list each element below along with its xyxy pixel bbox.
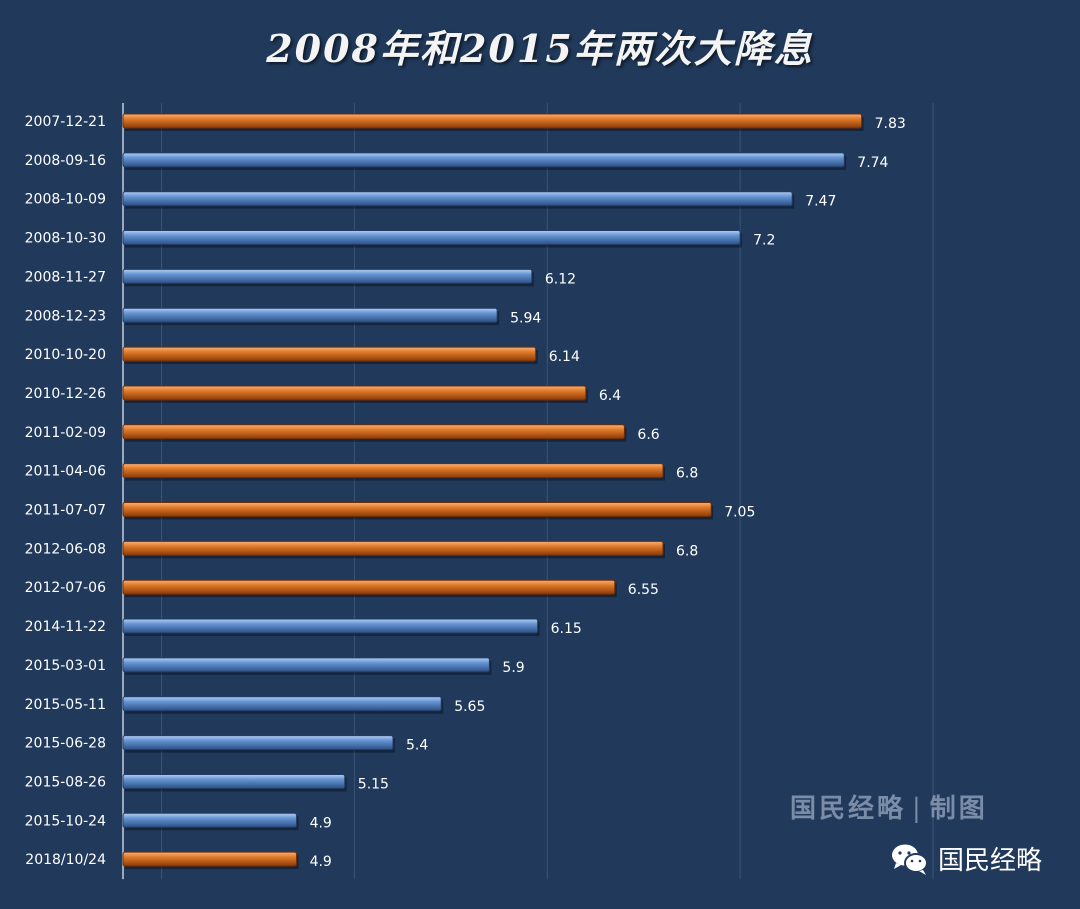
category-label: 2014-11-22 — [25, 619, 106, 635]
bar-2015-08-26 — [122, 773, 346, 789]
value-label: 6.12 — [545, 271, 576, 287]
watermark-text: 国民经略 — [790, 794, 907, 824]
bar-2008-11-27 — [122, 268, 533, 284]
category-label: 2008-10-09 — [25, 192, 106, 208]
bars-layer — [122, 113, 864, 870]
grid-layer — [161, 103, 934, 880]
bar-2008-10-30 — [122, 230, 741, 246]
bar-2015-06-28 — [122, 735, 394, 751]
value-label: 5.65 — [454, 699, 485, 715]
watermark-separator: | — [912, 794, 924, 824]
bar-2015-10-24 — [122, 812, 298, 828]
category-label: 2008-10-30 — [25, 231, 106, 247]
category-label: 2007-12-21 — [25, 114, 106, 130]
bar-2014-11-22 — [122, 618, 539, 634]
value-label: 5.15 — [358, 776, 389, 792]
bar-2011-04-06 — [122, 463, 664, 479]
bar-2012-07-06 — [122, 579, 616, 595]
category-label: 2015-06-28 — [25, 736, 106, 752]
value-label: 5.94 — [510, 310, 541, 326]
chart-title: 2008年和2015年两次大降息 — [266, 26, 814, 71]
value-label: 4.9 — [310, 854, 332, 870]
category-labels: 2007-12-21 2008-09-16 2008-10-09 2008-10-30… — [25, 114, 106, 868]
category-label: 2015-08-26 — [25, 774, 106, 790]
category-label: 2011-04-06 — [25, 464, 106, 480]
value-label: 6.14 — [549, 349, 580, 365]
value-label: 7.2 — [753, 233, 775, 249]
category-label: 2012-07-06 — [25, 580, 106, 596]
category-label: 2011-02-09 — [25, 425, 106, 441]
watermark: 国民经略 | 制图 — [790, 788, 988, 825]
category-label: 2015-03-01 — [25, 658, 106, 674]
bar-2010-12-26 — [122, 385, 587, 401]
bar-2007-12-21 — [122, 113, 863, 129]
category-label: 2008-12-23 — [25, 308, 106, 324]
category-label: 2011-07-07 — [25, 503, 106, 519]
value-label: 6.15 — [551, 621, 582, 637]
value-label: 4.9 — [310, 815, 332, 831]
bar-2015-05-11 — [122, 696, 442, 712]
value-label: 7.47 — [805, 194, 836, 210]
value-label: 6.55 — [628, 582, 659, 598]
value-label: 7.74 — [857, 155, 888, 171]
bar-2008-10-09 — [122, 191, 793, 207]
value-label: 7.05 — [724, 505, 755, 521]
brand: 国民经略 — [890, 840, 1042, 877]
bar-2011-02-09 — [122, 424, 625, 440]
value-label: 6.4 — [599, 388, 621, 404]
bar-2015-03-01 — [122, 657, 490, 673]
category-label: 2008-11-27 — [25, 269, 106, 285]
value-label: 5.4 — [406, 738, 428, 754]
wechat-icon — [892, 844, 928, 875]
category-label: 2012-06-08 — [25, 541, 106, 557]
bar-2012-06-08 — [122, 540, 664, 556]
value-label: 7.83 — [875, 116, 906, 132]
value-labels: 7.83 7.74 7.47 7.2 6.12 5.94 6.14 6.4 6.6 6.8 7.05… — [310, 116, 906, 870]
value-label: 6.6 — [637, 427, 659, 443]
bar-2018/10/24 — [122, 851, 298, 867]
category-label: 2008-09-16 — [25, 153, 106, 169]
bar-2011-07-07 — [122, 502, 712, 517]
category-label: 2015-05-11 — [25, 697, 106, 713]
brand-name: 国民经略 — [938, 846, 1043, 876]
bar-2008-12-23 — [122, 307, 498, 323]
bar-2008-09-16 — [122, 152, 845, 168]
value-label: 6.8 — [676, 466, 698, 482]
category-label: 2018/10/24 — [25, 852, 106, 868]
category-label: 2010-12-26 — [25, 386, 106, 402]
watermark-suffix: 制图 — [929, 794, 988, 824]
bar-2010-10-20 — [122, 346, 537, 362]
value-label: 5.9 — [502, 660, 524, 676]
category-label: 2010-10-20 — [25, 347, 106, 363]
category-label: 2015-10-24 — [25, 813, 106, 829]
value-label: 6.8 — [676, 543, 698, 559]
